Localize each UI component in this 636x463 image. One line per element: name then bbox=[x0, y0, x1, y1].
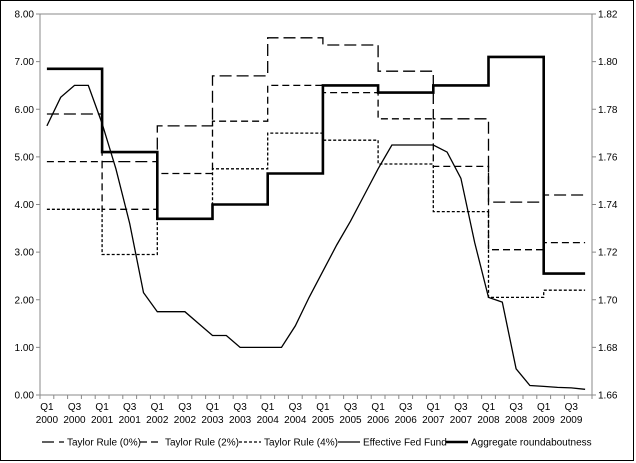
x-tick-label-quarter: Q1 bbox=[151, 402, 165, 413]
x-tick-label-year: 2003 bbox=[229, 415, 252, 426]
x-tick-label-year: 2004 bbox=[257, 415, 280, 426]
x-tick-label-year: 2004 bbox=[284, 415, 307, 426]
y-right-tick-label: 1.68 bbox=[598, 343, 618, 354]
series-line-1 bbox=[46, 37, 586, 203]
x-tick-label-quarter: Q3 bbox=[399, 402, 413, 413]
x-tick-label-quarter: Q3 bbox=[509, 402, 523, 413]
x-tick-label-year: 2000 bbox=[36, 415, 59, 426]
x-tick-label-year: 2000 bbox=[63, 415, 86, 426]
x-tick-label-quarter: Q3 bbox=[178, 402, 192, 413]
x-tick-label-quarter: Q3 bbox=[565, 402, 579, 413]
y-left-tick-label: 7.00 bbox=[15, 57, 35, 68]
x-tick-label-year: 2008 bbox=[477, 415, 500, 426]
x-tick-label-quarter: Q1 bbox=[261, 402, 275, 413]
x-tick-label-year: 2005 bbox=[339, 415, 362, 426]
x-tick-label-quarter: Q3 bbox=[123, 402, 137, 413]
x-tick-label-quarter: Q1 bbox=[371, 402, 385, 413]
x-tick-label-year: 2002 bbox=[174, 415, 197, 426]
y-left-tick-label: 6.00 bbox=[15, 105, 35, 116]
y-left-tick-label: 1.00 bbox=[15, 343, 35, 354]
x-tick-label-year: 2007 bbox=[450, 415, 473, 426]
y-axis-right: 1.66 1.68 1.70 1.72 1.74 1.76 1.78 1.80 1.82 bbox=[591, 10, 618, 402]
x-tick-label-quarter: Q3 bbox=[344, 402, 358, 413]
x-tick-label-quarter: Q1 bbox=[537, 402, 551, 413]
y-right-tick-label: 1.78 bbox=[598, 105, 618, 116]
x-tick-label-year: 2009 bbox=[560, 415, 583, 426]
y-left-tick-label: 0.00 bbox=[15, 391, 35, 402]
y-right-tick-label: 1.76 bbox=[598, 152, 618, 163]
x-tick-label-year: 2006 bbox=[395, 415, 418, 426]
x-tick-label-year: 2001 bbox=[91, 415, 114, 426]
legend-label: Taylor Rule (2%) bbox=[165, 438, 239, 449]
legend-label: Taylor Rule (4%) bbox=[264, 438, 338, 449]
y-right-tick-label: 1.72 bbox=[598, 248, 618, 259]
x-tick-label-year: 2002 bbox=[146, 415, 169, 426]
x-tick-label-year: 2009 bbox=[533, 415, 556, 426]
x-tick-label-quarter: Q1 bbox=[40, 402, 54, 413]
y-right-tick-label: 1.82 bbox=[598, 10, 618, 21]
x-tick-label-year: 2007 bbox=[422, 415, 445, 426]
series-line-4 bbox=[46, 84, 586, 390]
x-tick-label-quarter: Q1 bbox=[206, 402, 220, 413]
x-tick-label-year: 2003 bbox=[201, 415, 224, 426]
x-axis: Q1 2000 Q3 2000 Q1 2001 Q3 2001 Q1 2002 Q3 2002 Q1 20… bbox=[36, 395, 593, 426]
x-tick-label-quarter: Q1 bbox=[427, 402, 441, 413]
legend: Taylor Rule (0%) Taylor Rule (2%) Taylor R… bbox=[42, 438, 592, 449]
x-tick-label-year: 2008 bbox=[505, 415, 528, 426]
y-left-tick-label: 8.00 bbox=[15, 10, 35, 21]
legend-label: Taylor Rule (0%) bbox=[67, 438, 141, 449]
x-tick-label-quarter: Q3 bbox=[454, 402, 468, 413]
y-right-tick-label: 1.70 bbox=[598, 295, 618, 306]
y-left-tick-label: 4.00 bbox=[15, 200, 35, 211]
x-tick-label-quarter: Q1 bbox=[482, 402, 496, 413]
y-left-tick-label: 3.00 bbox=[15, 248, 35, 259]
x-tick-label-quarter: Q3 bbox=[289, 402, 303, 413]
y-axis-left: 0.00 1.00 2.00 3.00 4.00 5.00 6.00 7.00 8.00 bbox=[15, 10, 41, 402]
y-left-tick-label: 2.00 bbox=[15, 295, 35, 306]
series-line-2 bbox=[46, 84, 586, 251]
y-right-tick-label: 1.74 bbox=[598, 200, 618, 211]
y-left-tick-label: 5.00 bbox=[15, 152, 35, 163]
y-right-tick-label: 1.80 bbox=[598, 57, 618, 68]
legend-label: Effective Fed Fund bbox=[363, 438, 447, 449]
x-tick-label-quarter: Q3 bbox=[233, 402, 247, 413]
legend-label: Aggregate roundaboutness bbox=[471, 438, 592, 449]
series-group bbox=[46, 37, 586, 390]
x-tick-label-year: 2006 bbox=[367, 415, 390, 426]
y-right-tick-label: 1.66 bbox=[598, 391, 618, 402]
x-tick-label-quarter: Q3 bbox=[68, 402, 82, 413]
x-tick-label-year: 2005 bbox=[312, 415, 335, 426]
x-tick-label-year: 2001 bbox=[119, 415, 142, 426]
series-line-5 bbox=[46, 55, 586, 275]
x-tick-label-quarter: Q1 bbox=[95, 402, 109, 413]
x-tick-label-quarter: Q1 bbox=[316, 402, 330, 413]
